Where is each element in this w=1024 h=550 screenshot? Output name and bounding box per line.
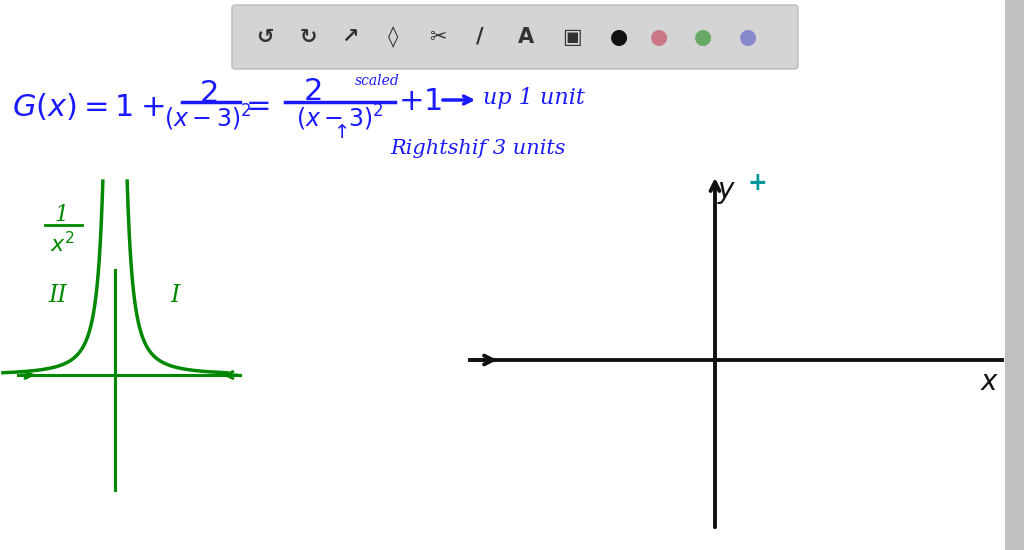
Text: ●: ● [610,27,628,47]
Text: /: / [476,27,483,47]
Text: ↺: ↺ [256,27,273,47]
Text: $2$: $2$ [303,76,322,107]
Text: ↻: ↻ [299,27,316,47]
Text: $x^2$: $x^2$ [49,233,75,257]
Text: $x$: $x$ [980,368,999,395]
Text: +: + [748,171,767,195]
Text: ▣: ▣ [562,27,582,47]
Text: A: A [518,27,535,47]
Text: $(x-3)^2$: $(x-3)^2$ [164,103,252,133]
Text: $=$: $=$ [240,90,270,120]
Text: ●: ● [650,27,668,47]
Text: ↑: ↑ [334,123,350,141]
Text: $y$: $y$ [717,179,736,206]
Text: $2$: $2$ [199,78,217,108]
Text: ✂: ✂ [429,27,446,47]
Text: $(x-3)^2$: $(x-3)^2$ [296,103,384,133]
Text: II: II [48,283,68,306]
FancyBboxPatch shape [232,5,798,69]
Text: ↗: ↗ [341,27,358,47]
Text: 1: 1 [55,204,69,226]
Text: ●: ● [694,27,712,47]
Text: $G(x) = 1 +$: $G(x) = 1 +$ [12,92,165,124]
Text: ●: ● [739,27,757,47]
Bar [1005,0,1024,550]
Text: $+1$: $+1$ [398,86,442,118]
Text: Rightshif 3 units: Rightshif 3 units [390,139,565,157]
Text: scaled: scaled [355,74,399,88]
Text: ◊: ◊ [388,26,398,48]
Text: I: I [170,283,179,306]
Text: up 1 unit: up 1 unit [483,87,585,109]
